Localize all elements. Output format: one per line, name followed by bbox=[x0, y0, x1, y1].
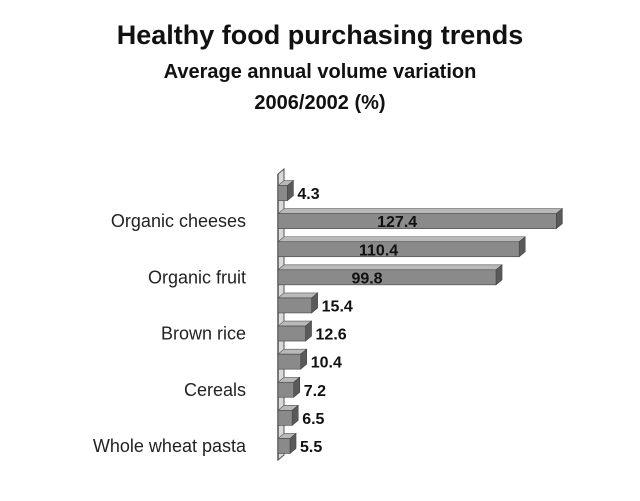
bar bbox=[277, 325, 306, 342]
bar bbox=[277, 353, 302, 370]
bar bbox=[277, 297, 312, 314]
bar-top-face bbox=[277, 292, 319, 299]
bar bbox=[277, 185, 288, 201]
category-label: Cereals bbox=[184, 380, 246, 400]
chart-subtitle-line-1: Average annual volume variation bbox=[163, 61, 477, 83]
chart-subtitle-line-2: 2006/2002 (%) bbox=[254, 92, 386, 114]
bar bbox=[277, 438, 291, 454]
value-label: 12.6 bbox=[316, 327, 347, 344]
bar bbox=[277, 213, 557, 229]
bar bbox=[277, 410, 293, 426]
bar-top-face bbox=[277, 208, 564, 214]
category-label: Organic fruit bbox=[148, 267, 246, 287]
value-label: 15.4 bbox=[322, 298, 353, 315]
bar-top-face bbox=[277, 264, 503, 271]
chart-title: Healthy food purchasing trends bbox=[116, 20, 524, 50]
value-label: 127.4 bbox=[377, 214, 417, 231]
bar bbox=[277, 241, 520, 258]
value-label: 5.5 bbox=[300, 439, 322, 456]
bar bbox=[277, 269, 497, 286]
value-label: 10.4 bbox=[311, 355, 342, 372]
category-label: Organic cheeses bbox=[111, 211, 246, 231]
value-label: 99.8 bbox=[351, 270, 382, 287]
bar bbox=[277, 381, 295, 398]
category-label: Brown rice bbox=[161, 324, 246, 344]
value-label: 7.2 bbox=[304, 383, 326, 400]
category-label: Whole wheat pasta bbox=[93, 436, 247, 456]
value-label: 110.4 bbox=[359, 242, 398, 259]
value-label: 4.3 bbox=[297, 186, 319, 203]
bar-top-face bbox=[277, 236, 527, 243]
value-label: 6.5 bbox=[302, 411, 324, 428]
